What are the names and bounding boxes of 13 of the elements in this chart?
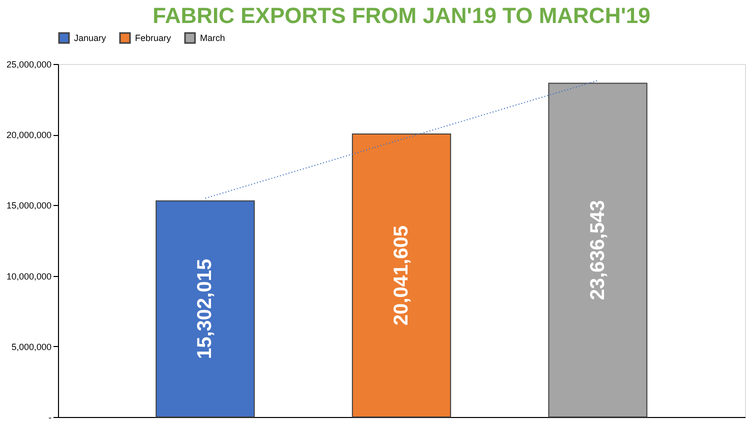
data-label: 23,636,543 [586, 200, 609, 300]
y-tick-label: 25,000,000 [6, 60, 52, 70]
legend-label: January [74, 33, 107, 43]
y-tick-label: 5,000,000 [11, 342, 52, 352]
y-tick-label: 20,000,000 [6, 130, 52, 140]
chart-title: FABRIC EXPORTS FROM JAN'19 TO MARCH'19 [152, 3, 650, 28]
legend-label: February [135, 33, 172, 43]
y-tick-label: - [48, 412, 52, 422]
legend-label: March [200, 33, 226, 43]
data-label: 15,302,015 [194, 258, 216, 360]
y-tick-label: 10,000,000 [6, 271, 52, 282]
y-tick-label: 15,000,000 [6, 200, 52, 211]
data-label: 20,041,605 [390, 225, 412, 326]
